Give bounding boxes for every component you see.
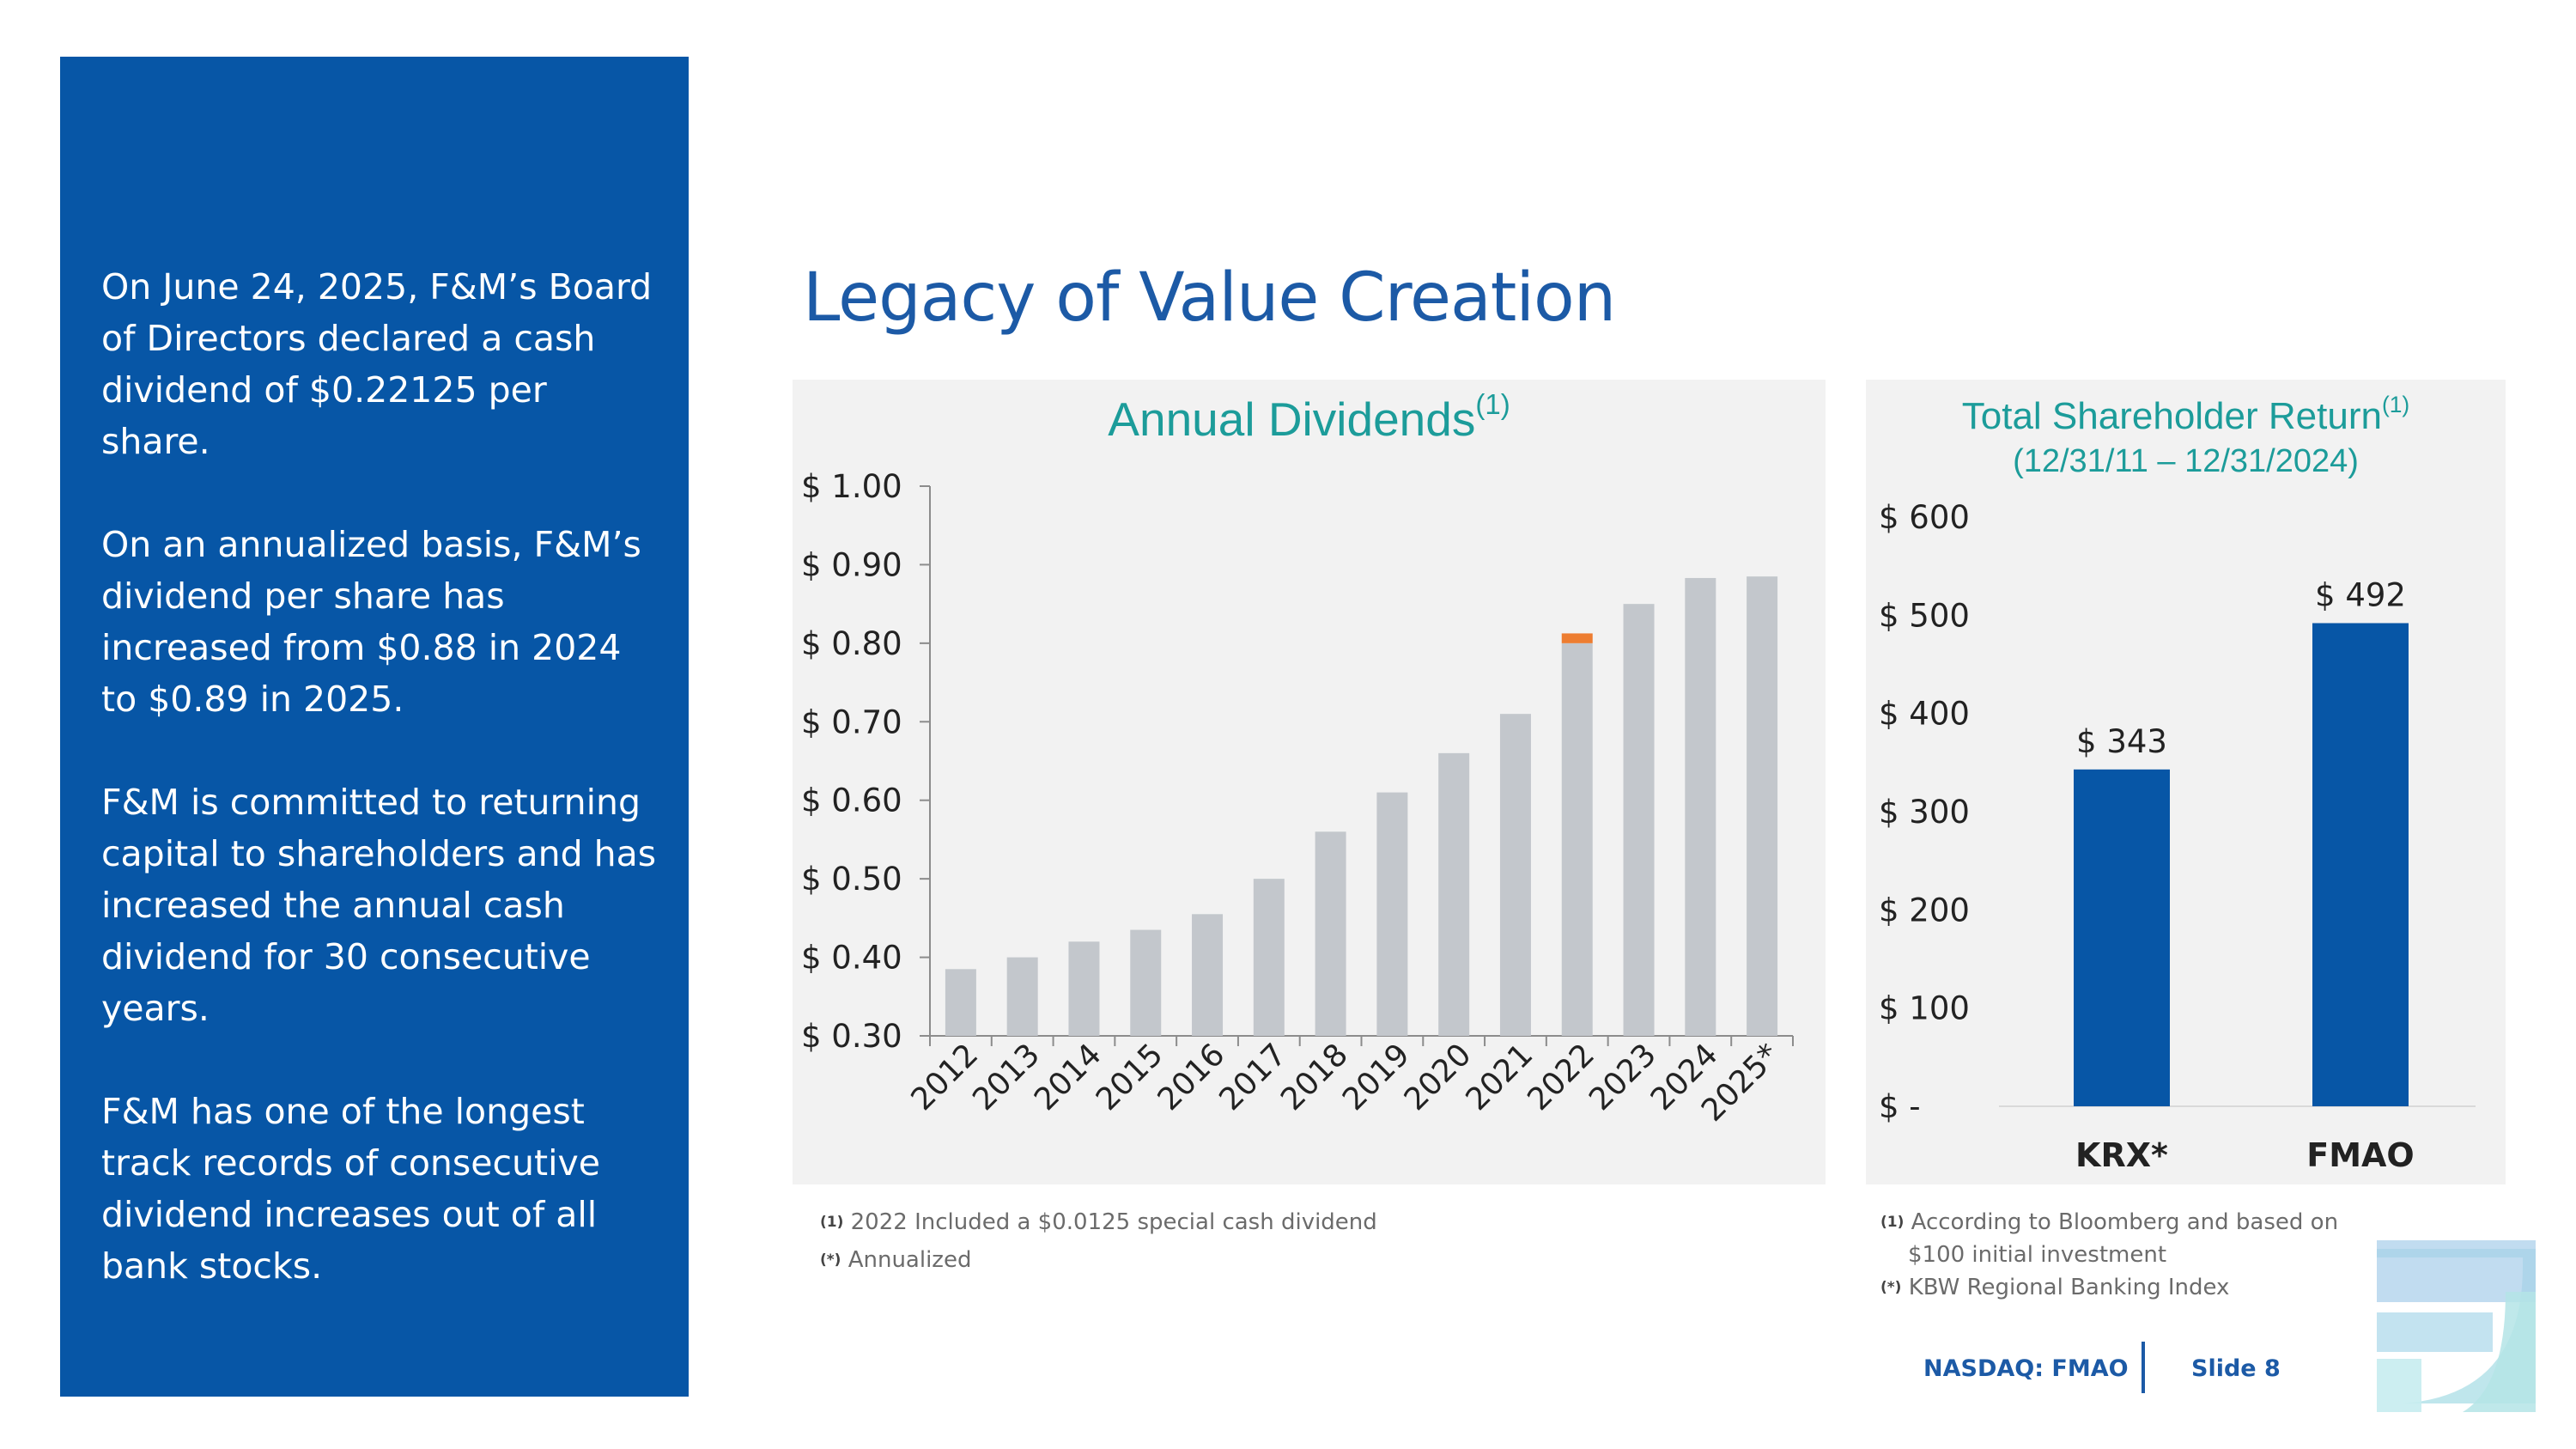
logo-stripe-low xyxy=(2377,1359,2421,1412)
footnote-mark: (*) xyxy=(820,1251,841,1269)
fm-logo-icon xyxy=(2377,1240,2536,1412)
y-tick-label: $ 400 xyxy=(1879,696,1970,733)
footnote-text: $100 initial investment xyxy=(1908,1242,2167,1268)
sidebar-paragraph-commitment: F&M is committed to returning capital to… xyxy=(101,782,657,1029)
logo-right-curve xyxy=(2463,1292,2536,1412)
tsr-footnotes: (1) According to Bloomberg and based on … xyxy=(1880,1206,2338,1304)
footer-divider xyxy=(2142,1342,2145,1393)
x-tick-label: 2012 xyxy=(904,1037,985,1117)
x-tick-label: 2022 xyxy=(1521,1037,1601,1117)
x-tick-label: 2019 xyxy=(1336,1037,1417,1117)
tsr-chart: $ 600 $ 500 $ 400 $ 300 $ 200 $ 100 $ - $ 343 KR… xyxy=(1879,499,2476,1174)
dividend-bar xyxy=(1499,714,1531,1036)
dividend-bar xyxy=(1747,576,1778,1036)
footnote-row: (*) KBW Regional Banking Index xyxy=(1880,1271,2338,1304)
y-tick-label: $ 0.70 xyxy=(801,703,902,740)
x-tick-label: 2015 xyxy=(1090,1037,1170,1117)
tsr-panel: Total Shareholder Return(1) (12/31/11 – … xyxy=(1866,380,2506,1184)
x-tick-label: 2023 xyxy=(1583,1037,1663,1117)
dividends-chart-title: Annual Dividends(1) xyxy=(793,388,1826,447)
footnote-text: According to Bloomberg and based on xyxy=(1911,1209,2339,1235)
y-tick-label: $ 600 xyxy=(1879,499,1970,536)
footer-ticker: NASDAQ: FMAO xyxy=(1923,1355,2129,1382)
tsr-bar xyxy=(2074,769,2170,1106)
x-tick-label: 2017 xyxy=(1212,1037,1293,1117)
footnote-row: (1) According to Bloomberg and based on xyxy=(1880,1206,2338,1239)
x-tick-label: 2016 xyxy=(1151,1037,1232,1117)
y-tick-label: $ 500 xyxy=(1879,597,1970,634)
footnote-text: Annualized xyxy=(848,1247,972,1273)
x-tick-label: 2021 xyxy=(1460,1037,1540,1117)
sidebar-paragraph-track-record: F&M has one of the longest track records… xyxy=(101,1091,600,1287)
dividend-bar xyxy=(1438,752,1470,1036)
tsr-title-footnote-mark: (1) xyxy=(2381,392,2410,417)
x-tick-label: KRX* xyxy=(2075,1136,2168,1174)
footnote-mark: (*) xyxy=(1880,1279,1902,1296)
logo-stripe-mid xyxy=(2377,1312,2493,1352)
tsr-chart-title: Total Shareholder Return(1) xyxy=(1866,392,2506,438)
sidebar-panel: On June 24, 2025, F&M’s Board of Directo… xyxy=(60,57,689,1397)
footnote-text: 2022 Included a $0.0125 special cash div… xyxy=(850,1209,1377,1235)
y-tick-label: $ 300 xyxy=(1879,794,1970,831)
y-tick-label: $ 200 xyxy=(1879,892,1970,928)
sidebar-paragraph-annualized: On an annualized basis, F&M’s dividend p… xyxy=(101,524,641,720)
footnote-mark: (1) xyxy=(820,1214,844,1231)
tsr-chart-subtitle: (12/31/11 – 12/31/2024) xyxy=(2013,443,2359,479)
footer-slide-number: Slide 8 xyxy=(2191,1355,2281,1382)
y-tick-label: $ 0.60 xyxy=(801,782,902,819)
dividend-bar xyxy=(1068,941,1100,1036)
dividend-bar xyxy=(1006,957,1038,1036)
dividend-bar xyxy=(1685,577,1716,1036)
x-tick-label: FMAO xyxy=(2306,1136,2415,1174)
footnote-row: (*) Annualized xyxy=(820,1244,1377,1276)
page-title: Legacy of Value Creation xyxy=(803,259,1616,337)
dividend-bar xyxy=(1376,792,1408,1036)
dividends-footnotes: (1) 2022 Included a $0.0125 special cash… xyxy=(820,1206,1377,1276)
sidebar-paragraph-board: On June 24, 2025, F&M’s Board of Directo… xyxy=(101,266,653,462)
y-tick-label: $ 100 xyxy=(1879,990,1970,1027)
footnote-mark: (1) xyxy=(1880,1214,1905,1231)
special-dividend-bar xyxy=(1561,633,1593,643)
dividend-bar xyxy=(1623,604,1655,1036)
dividend-bar xyxy=(1253,879,1285,1036)
x-tick-label: 2020 xyxy=(1398,1037,1479,1117)
footnote-row: $100 initial investment xyxy=(1880,1239,2338,1271)
tsr-data-label: $ 492 xyxy=(2315,576,2406,613)
x-tick-label: 2018 xyxy=(1274,1037,1355,1117)
footnote-text: KBW Regional Banking Index xyxy=(1908,1275,2230,1300)
dividend-bar xyxy=(945,969,976,1036)
dividend-bar xyxy=(1192,914,1224,1036)
tsr-bar xyxy=(2312,623,2409,1106)
tsr-data-label: $ 343 xyxy=(2076,723,2167,760)
logo-outer-shape xyxy=(2377,1249,2536,1403)
footnote-row: (1) 2022 Included a $0.0125 special cash… xyxy=(820,1206,1377,1239)
dividend-bar xyxy=(1130,929,1162,1036)
y-tick-label: $ - xyxy=(1879,1088,1921,1125)
dividends-chart: $ 1.00 $ 0.90 $ 0.80 $ 0.70 $ 0.60 $ 0.50 $ 0.… xyxy=(801,468,1794,1129)
x-tick-label: 2014 xyxy=(1028,1037,1109,1117)
y-tick-label: $ 0.40 xyxy=(801,940,902,977)
y-tick-label: $ 0.80 xyxy=(801,625,902,662)
dividends-chart-title-text: Annual Dividends xyxy=(1108,393,1476,446)
dividends-title-footnote-mark: (1) xyxy=(1475,388,1510,420)
dividend-bar xyxy=(1561,642,1593,1036)
tsr-chart-title-text: Total Shareholder Return xyxy=(1961,395,2382,437)
dividend-bar xyxy=(1315,831,1346,1036)
annual-dividends-panel: Annual Dividends(1) $ 1.00 $ 0.90 $ 0.80 $ … xyxy=(793,380,1826,1184)
y-tick-label: $ 0.50 xyxy=(801,861,902,898)
y-tick-label: $ 0.30 xyxy=(801,1018,902,1055)
y-tick-label: $ 1.00 xyxy=(801,468,902,505)
x-tick-label: 2013 xyxy=(966,1037,1047,1117)
y-tick-label: $ 0.90 xyxy=(801,546,902,583)
